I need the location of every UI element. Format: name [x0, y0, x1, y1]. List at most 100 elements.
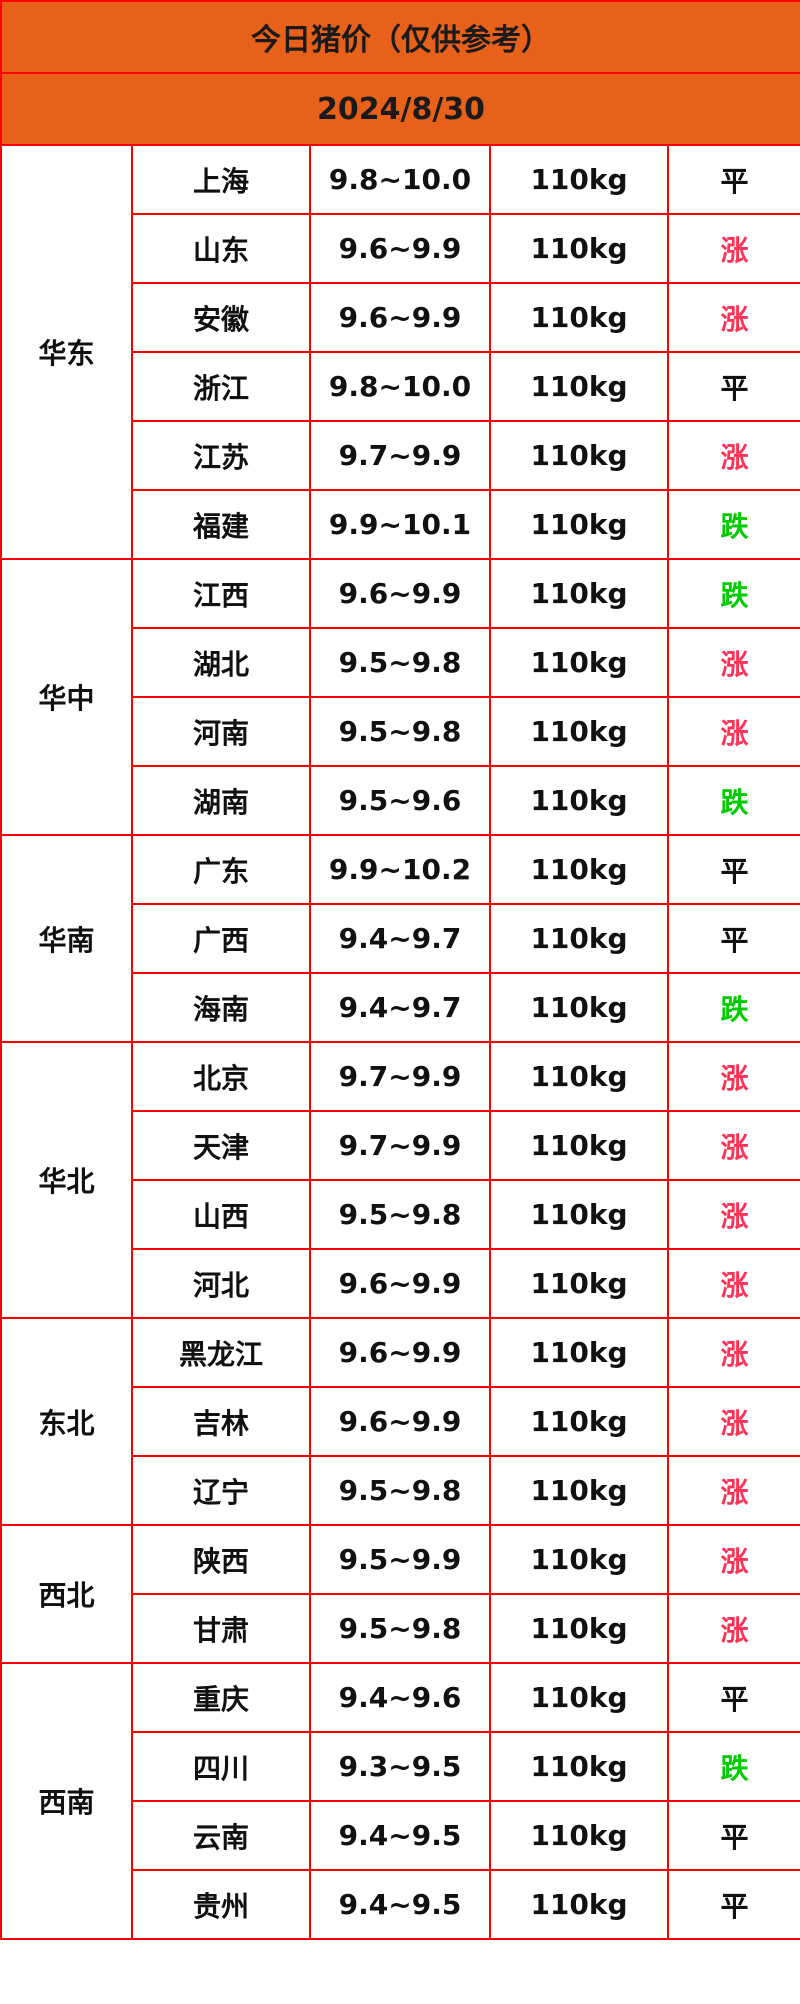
weight-cell: 110kg: [489, 1800, 669, 1871]
table-row: 安徽 9.6~9.9 110kg 涨: [1, 282, 800, 353]
trend-cell: 涨: [666, 420, 800, 491]
price-cell: 9.5~9.8: [309, 1179, 491, 1250]
province-cell: 上海: [131, 144, 311, 215]
weight-cell: 110kg: [489, 1524, 669, 1595]
weight-cell: 110kg: [489, 1110, 669, 1181]
table-row: 贵州 9.4~9.5 110kg 平: [1, 1869, 800, 1940]
table-row: 吉林 9.6~9.9 110kg 涨: [1, 1386, 800, 1457]
table-row: 山西 9.5~9.8 110kg 涨: [1, 1179, 800, 1250]
trend-cell: 涨: [666, 696, 800, 767]
province-cell: 黑龙江: [131, 1317, 311, 1388]
trend-cell: 涨: [666, 1593, 800, 1664]
table-row: 山东 9.6~9.9 110kg 涨: [1, 213, 800, 284]
table-row: 辽宁 9.5~9.8 110kg 涨: [1, 1455, 800, 1526]
table-row: 四川 9.3~9.5 110kg 跌: [1, 1731, 800, 1802]
weight-cell: 110kg: [489, 903, 669, 974]
price-cell: 9.4~9.5: [309, 1869, 491, 1940]
weight-cell: 110kg: [489, 1248, 669, 1319]
price-cell: 9.3~9.5: [309, 1731, 491, 1802]
table-row: 云南 9.4~9.5 110kg 平: [1, 1800, 800, 1871]
table-row: 西北 陕西 9.5~9.9 110kg 涨: [0, 1524, 800, 1664]
trend-cell: 涨: [666, 1248, 800, 1319]
region-cell: 华中: [0, 558, 133, 836]
table-row: 华东 上海 9.8~10.0 110kg 平: [0, 144, 800, 560]
province-cell: 天津: [131, 1110, 311, 1181]
price-cell: 9.8~10.0: [309, 144, 491, 215]
trend-cell: 涨: [666, 282, 800, 353]
pig-price-table: 今日猪价（仅供参考） 2024/8/30 华东 上海 9.8~10.0 110kg 平山…: [0, 0, 800, 1940]
trend-cell: 跌: [666, 1731, 800, 1802]
province-cell: 吉林: [131, 1386, 311, 1457]
trend-cell: 平: [666, 144, 800, 215]
trend-cell: 涨: [666, 1110, 800, 1181]
table-row: 江苏 9.7~9.9 110kg 涨: [1, 420, 800, 491]
province-cell: 海南: [131, 972, 311, 1043]
province-cell: 河南: [131, 696, 311, 767]
table-row: 华中 江西 9.6~9.9 110kg 跌: [0, 558, 800, 836]
trend-cell: 跌: [666, 765, 800, 836]
province-cell: 重庆: [131, 1662, 311, 1733]
weight-cell: 110kg: [489, 1386, 669, 1457]
weight-cell: 110kg: [489, 834, 669, 905]
weight-cell: 110kg: [489, 1455, 669, 1526]
table-row: 天津 9.7~9.9 110kg 涨: [1, 1110, 800, 1181]
weight-cell: 110kg: [489, 1869, 669, 1940]
trend-cell: 涨: [666, 1455, 800, 1526]
price-cell: 9.4~9.7: [309, 972, 491, 1043]
trend-cell: 平: [666, 903, 800, 974]
province-cell: 江西: [131, 558, 311, 629]
price-cell: 9.9~10.1: [309, 489, 491, 560]
weight-cell: 110kg: [489, 1041, 669, 1112]
weight-cell: 110kg: [489, 489, 669, 560]
trend-cell: 跌: [666, 489, 800, 560]
price-cell: 9.9~10.2: [309, 834, 491, 905]
region-cell: 华南: [0, 834, 133, 1043]
weight-cell: 110kg: [489, 1731, 669, 1802]
price-cell: 9.5~9.8: [309, 696, 491, 767]
trend-cell: 涨: [666, 213, 800, 284]
weight-cell: 110kg: [489, 1317, 669, 1388]
trend-cell: 涨: [666, 1386, 800, 1457]
table-row: 海南 9.4~9.7 110kg 跌: [1, 972, 800, 1043]
province-cell: 湖北: [131, 627, 311, 698]
table-row: 华北 北京 9.7~9.9 110kg 涨: [0, 1041, 800, 1319]
trend-cell: 跌: [666, 972, 800, 1043]
province-cell: 山东: [131, 213, 311, 284]
province-cell: 甘肃: [131, 1593, 311, 1664]
price-cell: 9.7~9.9: [309, 420, 491, 491]
table-row: 浙江 9.8~10.0 110kg 平: [1, 351, 800, 422]
region-cell: 华东: [0, 144, 133, 560]
trend-cell: 平: [666, 1800, 800, 1871]
trend-cell: 涨: [666, 627, 800, 698]
region-cell: 东北: [0, 1317, 133, 1526]
table-row: 东北 黑龙江 9.6~9.9 110kg 涨: [0, 1317, 800, 1526]
province-cell: 北京: [131, 1041, 311, 1112]
table-row: 湖北 9.5~9.8 110kg 涨: [1, 627, 800, 698]
trend-cell: 平: [666, 1869, 800, 1940]
weight-cell: 110kg: [489, 765, 669, 836]
table-row: 广西 9.4~9.7 110kg 平: [1, 903, 800, 974]
province-cell: 辽宁: [131, 1455, 311, 1526]
province-cell: 安徽: [131, 282, 311, 353]
trend-cell: 涨: [666, 1179, 800, 1250]
trend-cell: 平: [666, 351, 800, 422]
weight-cell: 110kg: [489, 627, 669, 698]
table-title: 今日猪价（仅供参考）: [0, 0, 800, 74]
trend-cell: 涨: [666, 1317, 800, 1388]
table-row: 西南 重庆 9.4~9.6 110kg 平: [0, 1662, 800, 1940]
province-cell: 陕西: [131, 1524, 311, 1595]
trend-cell: 平: [666, 1662, 800, 1733]
table-row: 河南 9.5~9.8 110kg 涨: [1, 696, 800, 767]
table-row: 河北 9.6~9.9 110kg 涨: [1, 1248, 800, 1319]
price-cell: 9.6~9.9: [309, 1386, 491, 1457]
weight-cell: 110kg: [489, 696, 669, 767]
province-cell: 河北: [131, 1248, 311, 1319]
table-date: 2024/8/30: [0, 72, 800, 146]
province-cell: 江苏: [131, 420, 311, 491]
province-cell: 云南: [131, 1800, 311, 1871]
price-cell: 9.7~9.9: [309, 1041, 491, 1112]
trend-cell: 平: [666, 834, 800, 905]
table-row: 福建 9.9~10.1 110kg 跌: [1, 489, 800, 560]
weight-cell: 110kg: [489, 972, 669, 1043]
province-cell: 湖南: [131, 765, 311, 836]
